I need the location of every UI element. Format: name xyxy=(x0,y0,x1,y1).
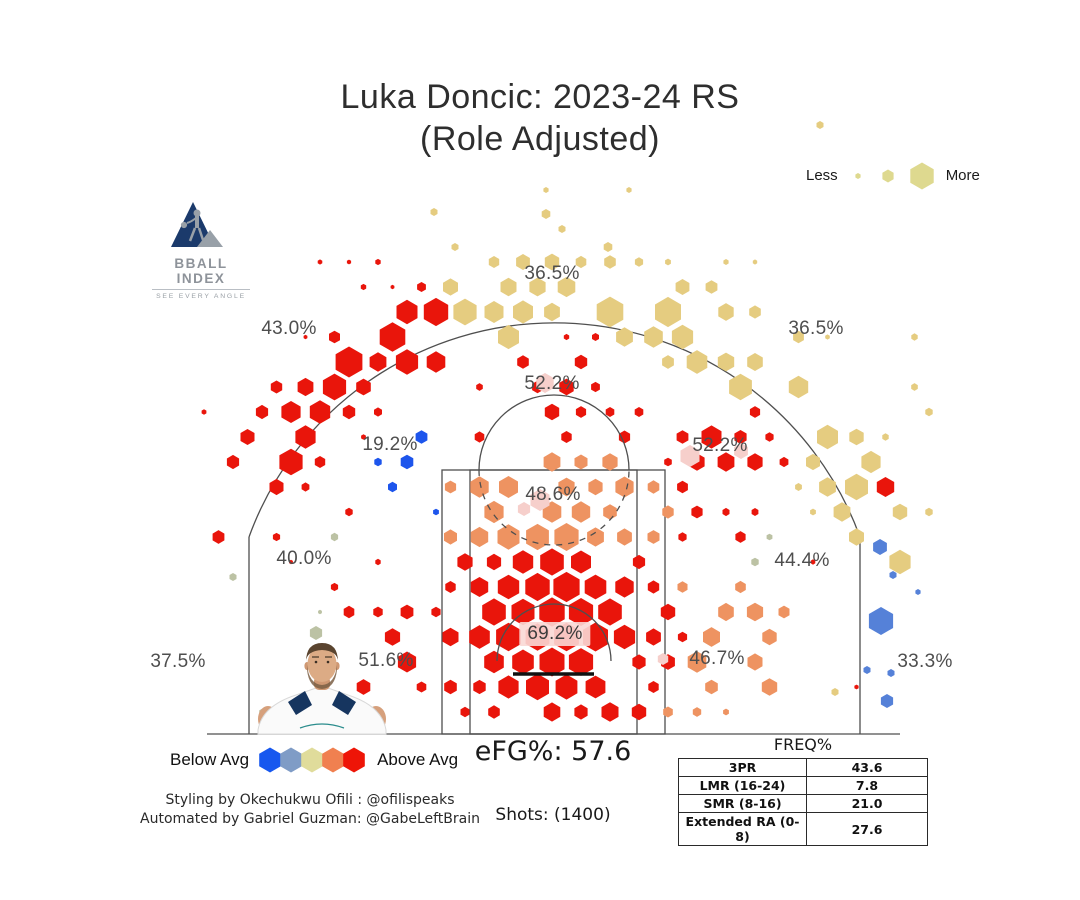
color-legend: Below Avg Above Avg xyxy=(170,745,458,775)
dribbler-silhouette xyxy=(180,209,205,242)
beard xyxy=(307,665,337,689)
chart-title: Luka Doncic: 2023-24 RS (Role Adjusted) xyxy=(0,76,1080,160)
table-row: LMR (16-24) 7.8 xyxy=(678,776,928,795)
size-legend: Less More xyxy=(806,158,980,192)
freq-row-value: 21.0 xyxy=(806,794,928,813)
logo-divider xyxy=(152,289,250,290)
freq-row-value: 43.6 xyxy=(806,758,928,777)
chart-title-line2: (Role Adjusted) xyxy=(420,120,660,158)
freq-row-value: 7.8 xyxy=(806,776,928,795)
size-legend-less-label: Less xyxy=(806,166,838,184)
face xyxy=(307,646,337,682)
freq-row-label: 3PR xyxy=(678,758,807,777)
table-row: Extended RA (0-8) 27.6 xyxy=(678,812,928,846)
shots-stat: Shots: (1400) xyxy=(495,805,611,825)
logo-tagline: SEE EVERY ANGLE xyxy=(156,293,246,300)
hexbin-shots xyxy=(201,121,933,722)
freq-table-title: FREQ% xyxy=(773,735,833,754)
player-photo xyxy=(257,643,387,735)
chart-title-line1: Luka Doncic: 2023-24 RS xyxy=(340,78,740,116)
bball-index-logo: BBALL INDEX SEE EVERY ANGLE xyxy=(148,193,254,300)
color-legend-hexagons xyxy=(259,747,365,773)
credits: Styling by Okechukwu Ofili : @ofilispeak… xyxy=(140,791,480,829)
restricted-area-arc xyxy=(496,603,612,662)
credits-line2: Automated by Gabriel Guzman: @GabeLeftBr… xyxy=(140,811,480,827)
bball-index-logo-mark xyxy=(171,202,223,247)
free-throw-circle-top xyxy=(478,394,630,471)
size-legend-hexagons xyxy=(855,162,934,190)
table-row: SMR (8-16) 21.0 xyxy=(678,794,928,813)
jersey xyxy=(257,687,387,735)
freq-table-block: FREQ% 3PR 43.6 LMR (16-24) 7.8 SMR (8-16… xyxy=(678,735,928,846)
hair xyxy=(306,643,338,662)
freq-row-label: LMR (16-24) xyxy=(678,776,807,795)
color-legend-above-label: Above Avg xyxy=(377,750,459,769)
freq-row-label: SMR (8-16) xyxy=(678,794,807,813)
table-row: 3PR 43.6 xyxy=(678,758,928,777)
freq-table: 3PR 43.6 LMR (16-24) 7.8 SMR (8-16) 21.0… xyxy=(678,758,928,846)
freq-row-label: Extended RA (0-8) xyxy=(678,812,807,846)
credits-line1: Styling by Okechukwu Ofili : @ofilispeak… xyxy=(165,792,455,808)
logo-name: BBALL INDEX xyxy=(174,256,228,286)
size-legend-more-label: More xyxy=(945,166,980,184)
color-legend-below-label: Below Avg xyxy=(170,750,250,769)
efg-stat: eFG%: 57.6 xyxy=(474,736,632,767)
freq-row-value: 27.6 xyxy=(806,812,928,846)
